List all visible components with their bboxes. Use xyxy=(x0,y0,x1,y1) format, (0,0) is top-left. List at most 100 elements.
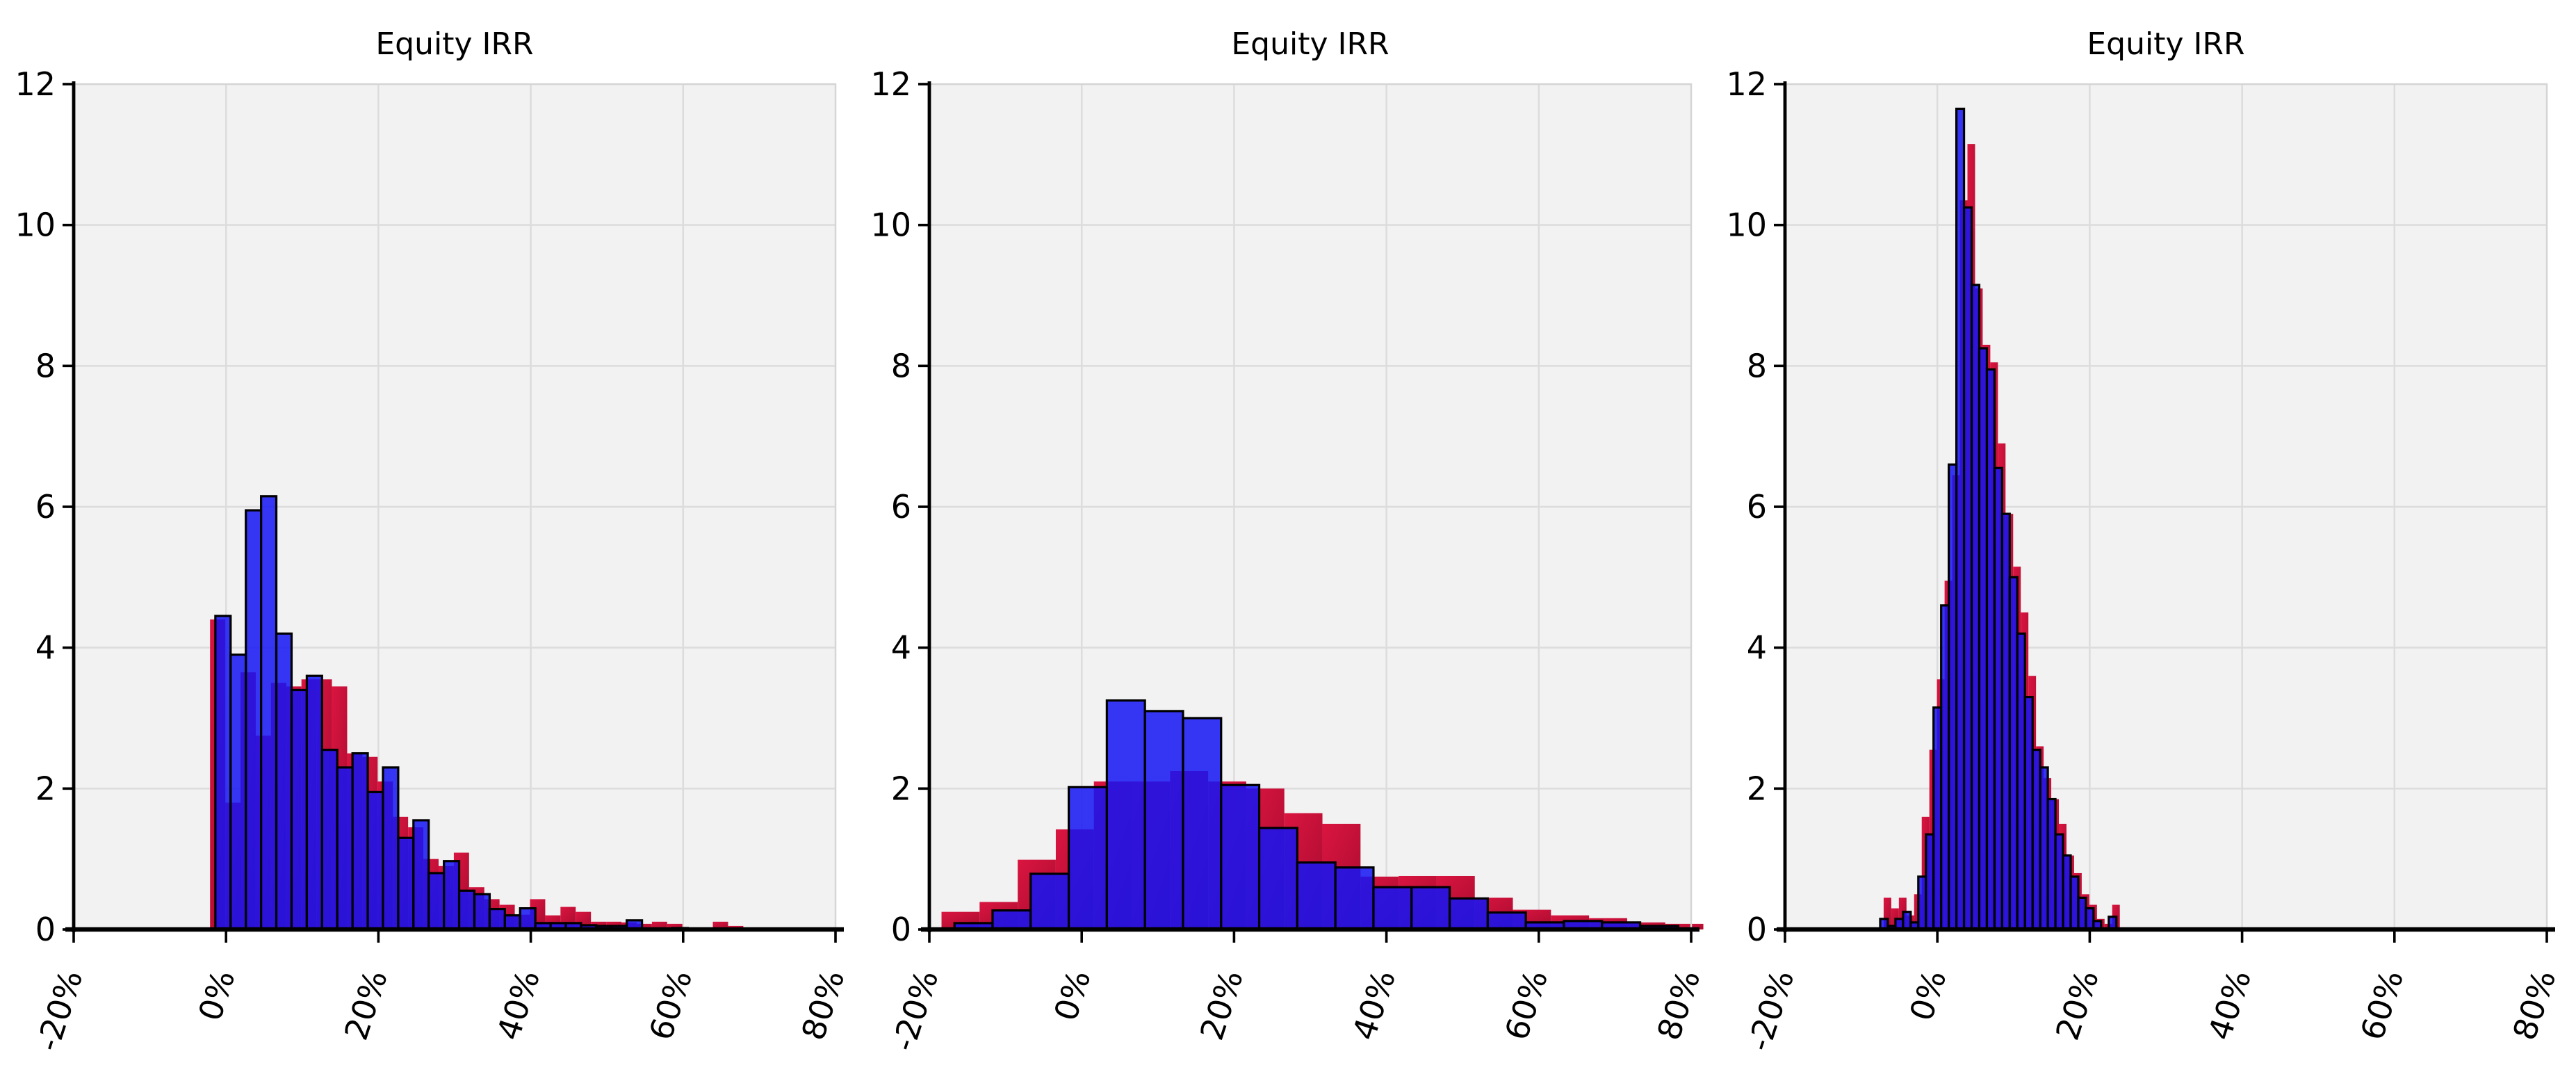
y-tick-mark xyxy=(918,505,929,508)
series-scenario-blue xyxy=(214,495,689,931)
blue-bar xyxy=(1182,717,1223,931)
blue-bar xyxy=(2062,854,2072,931)
x-tick-label: 60% xyxy=(2353,966,2411,1045)
y-tick-mark xyxy=(918,787,929,790)
y-tick-mark xyxy=(63,928,74,931)
blue-bar xyxy=(1296,861,1337,931)
plot-border xyxy=(929,83,1693,929)
y-tick-mark xyxy=(1774,646,1785,649)
y-tick-mark xyxy=(918,83,929,86)
x-tick-label: 40% xyxy=(2201,966,2258,1045)
y-tick-mark xyxy=(1774,83,1785,86)
blue-bar xyxy=(1067,786,1108,931)
blue-bar xyxy=(214,615,232,931)
x-tick-mark xyxy=(225,932,227,943)
blue-bar xyxy=(1925,833,1935,931)
x-tick-mark xyxy=(682,932,685,943)
blue-bar xyxy=(1932,706,1943,931)
y-tick-label: 8 xyxy=(1747,347,1767,384)
x-axis-spine xyxy=(1777,927,2555,932)
x-tick-mark xyxy=(1232,932,1236,943)
blue-bar xyxy=(457,889,476,931)
y-tick-mark xyxy=(918,646,929,649)
blue-bar xyxy=(2085,907,2095,931)
y-tick-label: 6 xyxy=(1747,488,1767,526)
blue-bar xyxy=(443,860,461,931)
chart-title: Equity IRR xyxy=(2087,26,2244,62)
y-tick-label: 2 xyxy=(35,770,56,807)
y-tick-label: 12 xyxy=(15,65,56,103)
red-bar xyxy=(712,921,728,929)
blue-bar xyxy=(2069,875,2080,931)
y-tick-label: 4 xyxy=(35,629,56,667)
blue-bar xyxy=(2054,833,2064,931)
blue-bar xyxy=(1978,347,1989,931)
blue-bar xyxy=(1143,710,1184,931)
blue-bar xyxy=(351,752,369,931)
chart-1: Equity IRR 0 2 4 6 8 10 12 -20% 0% 20% 40% 60% 80% xyxy=(15,26,851,1055)
x-tick-label: 80% xyxy=(2506,966,2563,1045)
y-tick-mark xyxy=(63,505,74,508)
blue-bar xyxy=(991,909,1032,931)
chart-3: Equity IRR 0 2 4 6 8 10 12 -20% 0% 20% 40% 60% 80% xyxy=(1726,26,2563,1055)
blue-bar xyxy=(427,872,446,931)
x-tick-label: 20% xyxy=(1193,966,1250,1045)
blue-bar xyxy=(1257,827,1298,931)
y-tick-mark xyxy=(63,787,74,790)
blue-bar xyxy=(473,893,491,931)
y-tick-label: 2 xyxy=(1747,770,1767,807)
chart-title: Equity IRR xyxy=(1231,26,1389,62)
x-tick-label: 80% xyxy=(1650,966,1708,1045)
y-tick-mark xyxy=(63,223,74,227)
x-tick-mark xyxy=(72,932,75,943)
y-tick-label: 10 xyxy=(1726,206,1767,244)
y-tick-label: 12 xyxy=(870,65,911,103)
chart-2: Equity IRR 0 2 4 6 8 10 12 -20% 0% 20% 40% 60% 80% xyxy=(870,26,1707,1055)
blue-bar xyxy=(1902,911,1912,931)
y-tick-label: 4 xyxy=(891,629,911,667)
x-tick-label: 60% xyxy=(642,966,699,1045)
blue-bar xyxy=(1372,886,1413,931)
blue-bar xyxy=(2023,695,2034,931)
x-tick-label: 20% xyxy=(2048,966,2106,1045)
blue-bar xyxy=(1948,463,1958,931)
blue-bar xyxy=(336,766,354,931)
y-tick-mark xyxy=(1774,787,1785,790)
y-tick-label: 12 xyxy=(1726,65,1767,103)
y-tick-label: 2 xyxy=(891,770,911,807)
y-tick-mark xyxy=(1774,505,1785,508)
x-tick-mark xyxy=(2240,932,2244,943)
blue-bar xyxy=(488,908,506,931)
series-scenario-blue xyxy=(953,699,1679,931)
blue-bar xyxy=(2016,632,2026,931)
y-tick-label: 10 xyxy=(15,206,56,244)
blue-bar xyxy=(2077,896,2087,931)
blue-bar xyxy=(1962,206,1973,931)
blue-bar xyxy=(366,790,384,931)
blue-bar xyxy=(2039,766,2049,931)
y-tick-label: 8 xyxy=(891,347,911,384)
red-bar xyxy=(667,923,683,929)
blue-bar xyxy=(1410,886,1451,931)
blue-bar xyxy=(1993,466,2003,931)
blue-bar xyxy=(1970,284,1981,931)
y-tick-label: 4 xyxy=(1747,629,1767,667)
red-bar xyxy=(651,921,667,929)
x-tick-label: 40% xyxy=(489,966,547,1045)
x-tick-label: 80% xyxy=(794,966,852,1045)
blue-bar xyxy=(382,766,400,931)
plot-border xyxy=(1785,83,2548,929)
blue-bar xyxy=(519,907,537,931)
blue-bar xyxy=(1955,107,1966,931)
y-tick-mark xyxy=(918,928,929,931)
x-tick-mark xyxy=(2393,932,2396,943)
blue-bar xyxy=(275,632,293,931)
x-tick-label: 60% xyxy=(1497,966,1555,1045)
x-tick-label: 0% xyxy=(1902,966,1954,1025)
x-tick-mark xyxy=(1538,932,1540,943)
y-tick-label: 6 xyxy=(35,488,56,526)
blue-bar xyxy=(320,748,339,931)
blue-bar xyxy=(1105,699,1146,931)
x-tick-mark xyxy=(1080,932,1083,943)
